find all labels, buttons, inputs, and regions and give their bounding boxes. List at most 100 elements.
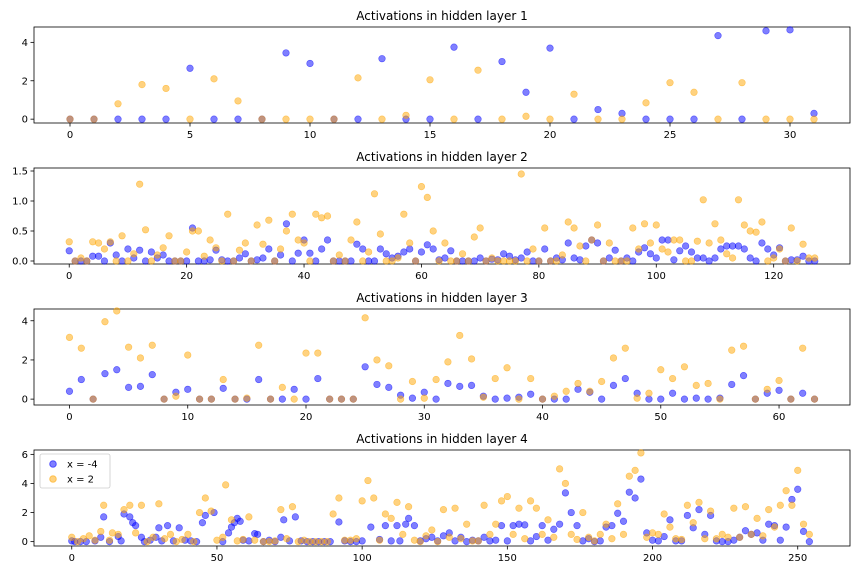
data-point bbox=[402, 520, 410, 528]
data-point bbox=[652, 254, 660, 262]
data-point bbox=[786, 26, 794, 34]
data-point bbox=[423, 193, 431, 201]
data-point bbox=[408, 377, 417, 386]
data-point bbox=[764, 257, 772, 265]
x-tick-label: 25 bbox=[664, 130, 677, 141]
data-point bbox=[105, 536, 114, 544]
data-point bbox=[579, 508, 587, 517]
data-point bbox=[101, 370, 109, 378]
data-point bbox=[669, 374, 677, 383]
data-point bbox=[690, 88, 698, 96]
x-tick-label: 150 bbox=[498, 553, 517, 564]
data-point bbox=[609, 354, 618, 362]
x-tick-label: 0 bbox=[66, 412, 72, 423]
data-point bbox=[643, 533, 651, 541]
data-point bbox=[717, 236, 725, 244]
data-point bbox=[486, 530, 494, 538]
data-point bbox=[561, 489, 570, 497]
series-1-points bbox=[65, 170, 819, 265]
data-point bbox=[190, 538, 198, 546]
data-point bbox=[740, 245, 748, 253]
data-point bbox=[741, 503, 750, 511]
data-point bbox=[370, 494, 378, 502]
data-point bbox=[198, 519, 207, 527]
data-point bbox=[740, 221, 748, 229]
series-1-points bbox=[68, 449, 813, 546]
data-point bbox=[491, 374, 499, 383]
data-point bbox=[100, 513, 108, 521]
data-point bbox=[474, 537, 482, 545]
data-point bbox=[451, 504, 459, 512]
data-point bbox=[645, 389, 653, 397]
data-point bbox=[476, 224, 484, 232]
data-point bbox=[646, 250, 655, 258]
data-point bbox=[210, 75, 218, 83]
data-point bbox=[346, 536, 355, 544]
data-point bbox=[224, 210, 232, 218]
data-point bbox=[222, 481, 230, 489]
data-point bbox=[517, 170, 525, 178]
data-point bbox=[687, 257, 696, 265]
data-point bbox=[417, 183, 426, 191]
data-point bbox=[676, 236, 684, 244]
x-tick-label: 20 bbox=[300, 412, 313, 423]
data-point bbox=[160, 395, 168, 403]
data-point bbox=[282, 115, 290, 123]
data-point bbox=[396, 537, 404, 545]
data-point bbox=[492, 536, 500, 544]
data-point bbox=[329, 510, 337, 518]
data-point bbox=[456, 382, 464, 390]
data-point bbox=[335, 518, 343, 526]
data-point bbox=[283, 535, 291, 543]
data-point bbox=[400, 248, 408, 256]
data-point bbox=[648, 529, 657, 537]
data-point bbox=[382, 250, 390, 258]
data-point bbox=[752, 257, 760, 265]
data-point bbox=[523, 248, 531, 256]
data-point bbox=[752, 228, 760, 236]
data-point bbox=[590, 537, 599, 545]
x-tick-label: 0 bbox=[66, 271, 72, 282]
data-point bbox=[680, 395, 689, 403]
data-point bbox=[207, 507, 215, 515]
data-point bbox=[85, 532, 93, 540]
x-tick-label: 60 bbox=[773, 412, 786, 423]
data-point bbox=[782, 487, 790, 495]
data-point bbox=[162, 84, 170, 93]
data-point bbox=[114, 530, 122, 538]
data-point bbox=[126, 501, 134, 509]
data-point bbox=[253, 221, 261, 229]
data-point bbox=[570, 90, 578, 98]
data-point bbox=[373, 380, 381, 389]
data-point bbox=[635, 245, 643, 253]
data-point bbox=[114, 115, 122, 123]
data-point bbox=[148, 341, 156, 349]
data-point bbox=[278, 395, 286, 403]
data-point bbox=[365, 248, 373, 256]
y-tick-label: 1.0 bbox=[12, 197, 28, 208]
data-point bbox=[556, 465, 564, 473]
data-point bbox=[90, 115, 98, 123]
data-point bbox=[480, 501, 488, 509]
data-point bbox=[147, 248, 156, 256]
data-point bbox=[265, 216, 273, 224]
data-point bbox=[258, 115, 266, 123]
data-point bbox=[136, 354, 145, 362]
data-point bbox=[406, 245, 414, 253]
data-point bbox=[77, 254, 85, 262]
subplot-3: Activations in hidden layer 30 10 20 30 40 50… bbox=[22, 291, 851, 423]
data-point bbox=[567, 508, 575, 517]
data-point bbox=[94, 252, 103, 260]
data-point bbox=[387, 537, 395, 545]
data-point bbox=[300, 239, 308, 247]
y-tick-label: 0.0 bbox=[12, 257, 28, 268]
data-point bbox=[66, 115, 74, 123]
data-point bbox=[503, 364, 511, 372]
data-point bbox=[608, 522, 616, 530]
data-point bbox=[77, 344, 85, 352]
subplot-2: Activations in hidden layer 2 0 20 40 60 80 10… bbox=[12, 150, 851, 282]
data-point bbox=[730, 536, 738, 544]
data-point bbox=[776, 536, 784, 544]
data-point bbox=[291, 513, 299, 521]
subplot-4: Activations in hidden layer 40 50 100 150 20… bbox=[22, 432, 851, 564]
